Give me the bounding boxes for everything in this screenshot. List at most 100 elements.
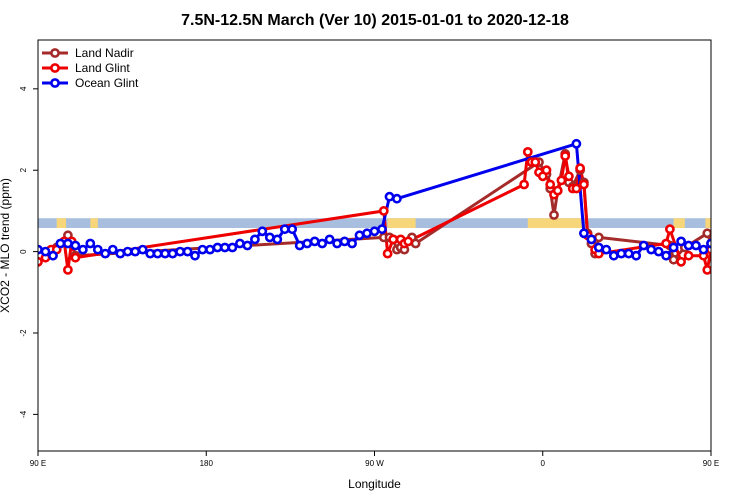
point-ocean-glint-59 [646, 244, 657, 255]
point-land-glint-42 [709, 254, 711, 261]
land-band-0 [56, 218, 67, 229]
land-band-3 [527, 218, 584, 229]
x-tick-label-2: 90 W [365, 459, 384, 468]
point-land-glint-35 [661, 238, 671, 249]
point-ocean-glint-8 [92, 244, 103, 255]
point-ocean-glint-12 [122, 246, 133, 257]
point-land-glint-14 [519, 179, 529, 190]
y-axis-ticks: 4 2 0 -2 -4 [19, 86, 38, 418]
point-ocean-glint-4 [63, 238, 73, 249]
point-ocean-glint-30 [257, 226, 268, 237]
point-ocean-glint-52 [593, 242, 604, 253]
point-ocean-glint-43 [354, 230, 365, 241]
point-ocean-glint-53 [601, 244, 612, 255]
point-ocean-glint-35 [294, 240, 305, 251]
point-ocean-glint-32 [272, 234, 283, 245]
point-ocean-glint-38 [317, 238, 328, 249]
point-ocean-glint-16 [152, 248, 163, 259]
point-land-glint-38 [683, 250, 694, 261]
point-ocean-glint-27 [234, 238, 245, 249]
point-land-glint-25 [560, 151, 571, 161]
point-land-glint-23 [552, 185, 563, 196]
x-tick-label-3: 0 [541, 459, 546, 468]
point-ocean-glint-42 [347, 238, 357, 249]
point-land-glint-37 [676, 256, 686, 267]
point-ocean-glint-63 [676, 236, 686, 247]
point-ocean-glint-51 [586, 234, 597, 245]
point-land-glint-9 [382, 248, 393, 259]
point-ocean-glint-23 [205, 244, 215, 255]
ocean-band [38, 218, 711, 229]
point-land-nadir-29 [702, 228, 711, 239]
point-ocean-glint-39 [324, 234, 335, 245]
point-ocean-glint-1 [40, 246, 51, 257]
y-tick-label-1: 2 [19, 167, 28, 172]
point-land-glint-21 [545, 179, 556, 190]
point-land-glint-8 [378, 205, 389, 216]
point-ocean-glint-6 [78, 244, 88, 255]
point-land-glint-20 [541, 165, 552, 176]
point-ocean-glint-72 [745, 246, 750, 253]
y-tick-label-2: 0 [19, 249, 28, 254]
point-land-glint-26 [564, 171, 574, 182]
point-land-nadir-25 [593, 232, 604, 243]
background-band [38, 218, 749, 229]
legend-label-ocean-glint: Ocean Glint [75, 76, 139, 90]
point-ocean-glint-37 [309, 236, 320, 247]
point-ocean-glint-14 [137, 244, 148, 255]
y-tick-label-3: -2 [19, 329, 28, 337]
point-ocean-glint-65 [691, 240, 701, 251]
point-land-glint-15 [522, 146, 533, 157]
point-ocean-glint-25 [219, 242, 230, 253]
x-tick-label-1: 180 [200, 459, 214, 468]
legend-marker-land-nadir [50, 48, 60, 58]
point-ocean-glint-68 [715, 246, 722, 253]
land-band-6 [730, 218, 749, 228]
point-ocean-glint-31 [264, 232, 275, 243]
point-ocean-glint-34 [287, 224, 298, 235]
point-ocean-glint-49 [571, 138, 582, 149]
point-ocean-glint-41 [339, 236, 350, 247]
point-ocean-glint-58 [638, 240, 649, 251]
point-land-glint-5 [63, 264, 73, 275]
point-ocean-glint-48 [391, 193, 402, 204]
point-ocean-glint-13 [130, 246, 141, 257]
x-tick-label-0: 90 E [30, 459, 46, 468]
point-ocean-glint-11 [115, 248, 126, 259]
point-land-glint-36 [665, 224, 675, 235]
point-land-glint-24 [556, 175, 567, 186]
point-land-glint-40 [702, 265, 711, 275]
point-ocean-glint-40 [332, 238, 342, 249]
point-ocean-glint-47 [384, 191, 395, 202]
point-ocean-glint-18 [167, 248, 178, 259]
point-ocean-glint-60 [653, 246, 664, 257]
chart-title: 7.5N-12.5N March (Ver 10) 2015-01-01 to … [181, 12, 569, 29]
point-ocean-glint-61 [661, 250, 671, 261]
point-ocean-glint-57 [631, 250, 642, 261]
point-ocean-glint-62 [668, 242, 679, 253]
point-ocean-glint-50 [579, 228, 589, 239]
x-axis-label: Longitude [348, 477, 401, 491]
point-ocean-glint-7 [85, 238, 96, 249]
point-ocean-glint-70 [730, 246, 737, 253]
point-ocean-glint-3 [55, 238, 66, 249]
point-ocean-glint-19 [175, 246, 185, 257]
point-land-nadir-31 [709, 244, 711, 251]
legend-marker-land-glint [50, 63, 60, 73]
point-ocean-glint-45 [369, 226, 380, 237]
point-ocean-glint-10 [107, 244, 118, 255]
point-ocean-glint-22 [197, 244, 208, 255]
point-land-nadir-27 [668, 254, 679, 265]
y-axis-label: XCO2 - MLO trend (ppm) [0, 178, 12, 313]
land-band-4 [673, 218, 685, 229]
point-ocean-glint-21 [190, 250, 200, 261]
legend-label-land-glint: Land Glint [75, 61, 130, 75]
point-land-glint-17 [530, 157, 541, 167]
y-tick-label-0: 4 [19, 86, 28, 91]
point-land-glint-28 [571, 183, 582, 194]
land-band-1 [90, 218, 98, 229]
point-ocean-glint-56 [623, 248, 634, 259]
